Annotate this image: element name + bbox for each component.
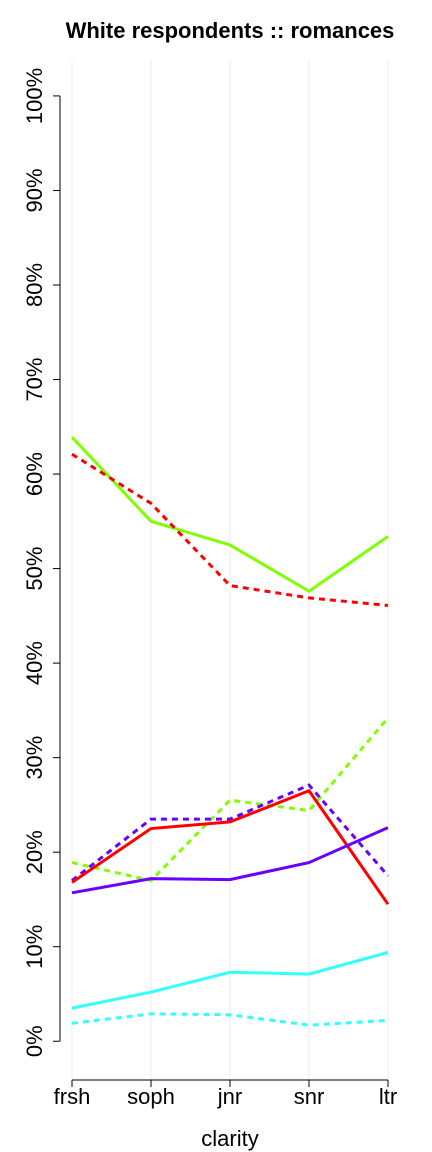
y-tick-label: 90% [22,168,47,212]
series-line [71,783,390,882]
y-tick-label: 60% [22,452,47,496]
y-tick-label: 70% [22,357,47,401]
y-tick-label: 100% [22,68,47,124]
x-tick-label: snr [294,1084,325,1109]
x-axis-title: clarity [201,1126,258,1151]
x-tick-label: ltr [379,1084,397,1109]
y-tick-label: 10% [22,925,47,969]
y-tick-label: 80% [22,263,47,307]
y-tick-label: 50% [22,547,47,591]
chart-title: White respondents :: romances [66,18,395,43]
series-line [71,716,390,883]
series-line [71,452,389,607]
y-tick-label: 30% [22,736,47,780]
series-line [71,1012,389,1027]
series-line [71,826,389,895]
x-tick-label: frsh [54,1084,91,1109]
y-tick-label: 20% [22,830,47,874]
x-tick-label: jnr [217,1084,242,1109]
y-tick-label: 40% [22,641,47,685]
series-line [70,436,389,594]
y-tick-label: 0% [22,1025,47,1057]
x-tick-label: soph [127,1084,175,1109]
series-line [71,950,389,1010]
series-line [71,788,390,906]
